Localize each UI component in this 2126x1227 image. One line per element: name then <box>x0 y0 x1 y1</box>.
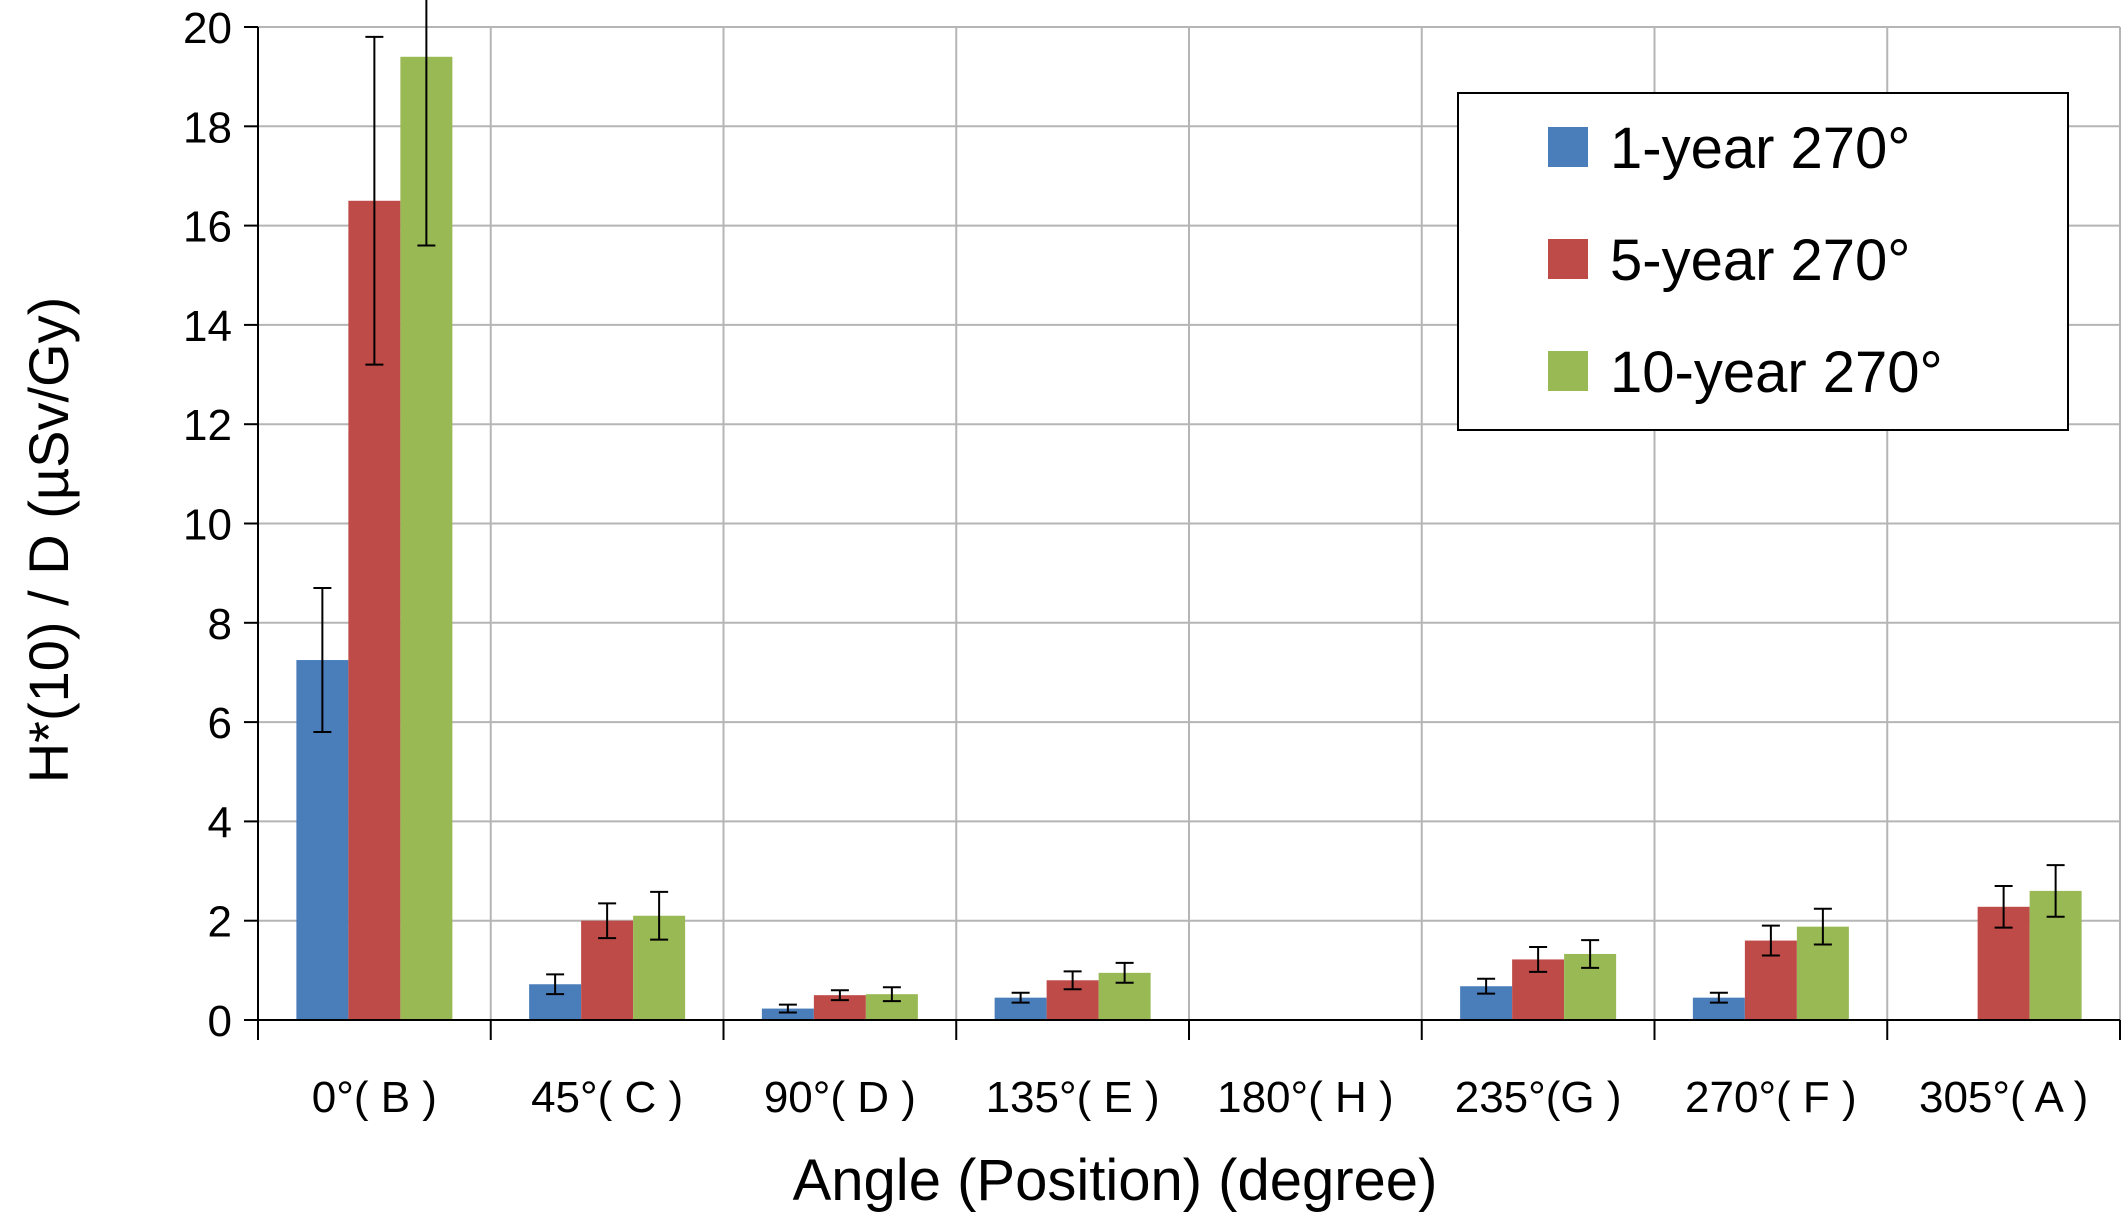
x-tick-label: 270°( F ) <box>1685 1073 1857 1122</box>
x-tick-label: 305°( A ) <box>1919 1073 2088 1122</box>
legend-swatch <box>1548 127 1588 167</box>
x-tick-label: 90°( D ) <box>764 1073 916 1122</box>
x-tick-label: 135°( E ) <box>986 1073 1160 1122</box>
error-bars <box>313 0 2065 1014</box>
y-tick-label: 10 <box>183 501 232 550</box>
y-tick-label: 18 <box>183 103 232 152</box>
y-tick-labels: 0 2 4 6 8 10 12 14 16 18 20 <box>183 4 232 1046</box>
y-tick-label: 8 <box>208 600 232 649</box>
x-tick-label: 235°(G ) <box>1455 1073 1622 1122</box>
legend-label: 10-year 270° <box>1610 340 1943 405</box>
legend-swatch <box>1548 239 1588 279</box>
legend-swatch <box>1548 351 1588 391</box>
x-tick-labels: 0°( B ) 45°( C ) 90°( D ) 135°( E ) 180°( H … <box>312 1073 2088 1122</box>
grid <box>258 26 2121 1020</box>
x-tick-label: 180°( H ) <box>1217 1073 1394 1122</box>
axes <box>244 26 2121 1040</box>
y-tick-label: 14 <box>183 302 232 351</box>
y-tick-label: 2 <box>208 898 232 947</box>
x-tick-label: 0°( B ) <box>312 1073 437 1122</box>
bar <box>994 997 1047 1020</box>
y-tick-label: 16 <box>183 203 232 252</box>
legend-label: 1-year 270° <box>1610 116 1910 181</box>
legend-label: 5-year 270° <box>1610 228 1910 293</box>
y-tick-label: 4 <box>208 798 232 847</box>
y-tick-label: 12 <box>183 401 232 450</box>
x-tick-label: 45°( C ) <box>531 1073 683 1122</box>
legend: 1-year 270° 5-year 270° 10-year 270° <box>1457 92 2069 431</box>
bar <box>1692 997 1745 1020</box>
bar <box>761 1008 814 1020</box>
y-tick-label: 6 <box>208 699 232 748</box>
y-tick-label: 20 <box>183 4 232 53</box>
y-axis-title: H*(10) / D (µSv/Gy) <box>17 297 80 784</box>
x-axis-title: Angle (Position) (degree) <box>793 1148 1438 1213</box>
y-tick-label: 0 <box>208 997 232 1046</box>
